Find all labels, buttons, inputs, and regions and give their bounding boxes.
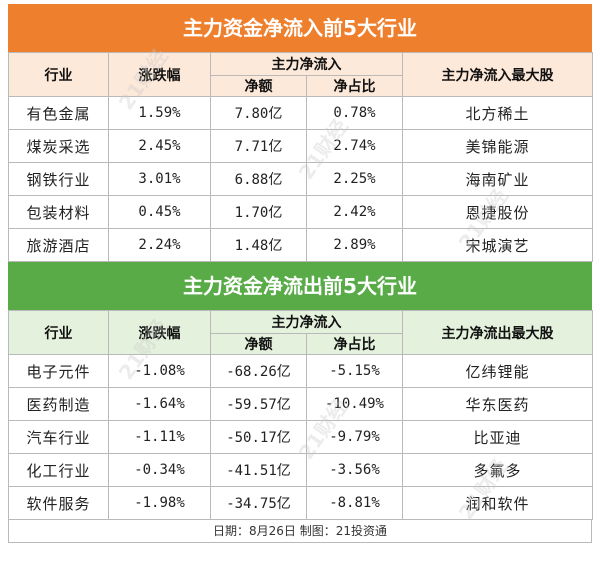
table-row: 有色金属 1.59% 7.80亿 0.78% 北方稀土 <box>8 96 593 130</box>
fund-flow-report: 主力资金净流入前5大行业 行业 涨跌幅 主力净流入 主力净流入最大股 净额 净占… <box>8 4 593 543</box>
net-ratio-cell: -10.49% <box>306 387 403 421</box>
change-cell: -1.08% <box>108 354 211 388</box>
table-row: 软件服务 -1.98% -34.75亿 -8.81% 润和软件 <box>8 486 593 520</box>
sector-cell: 包装材料 <box>8 195 109 229</box>
header-top-stock: 主力净流入最大股 <box>402 52 593 97</box>
table-row: 钢铁行业 3.01% 6.88亿 2.25% 海南矿业 <box>8 162 593 196</box>
net-ratio-cell: -5.15% <box>306 354 403 388</box>
table-row: 化工行业 -0.34% -41.51亿 -3.56% 多氟多 <box>8 453 593 487</box>
sector-cell: 煤炭采选 <box>8 129 109 163</box>
table-row: 医药制造 -1.64% -59.57亿 -10.49% 华东医药 <box>8 387 593 421</box>
net-ratio-cell: -9.79% <box>306 420 403 454</box>
change-cell: 2.24% <box>108 228 211 262</box>
net-amount-cell: 1.70亿 <box>210 195 307 229</box>
outflow-title: 主力资金净流出前5大行业 <box>8 262 592 310</box>
table-row: 旅游酒店 2.24% 1.48亿 2.89% 宋城演艺 <box>8 228 593 262</box>
net-amount-cell: 7.80亿 <box>210 96 307 130</box>
sector-cell: 电子元件 <box>8 354 109 388</box>
header-top-stock: 主力净流出最大股 <box>402 310 593 355</box>
net-amount-cell: 1.48亿 <box>210 228 307 262</box>
net-amount-cell: -50.17亿 <box>210 420 307 454</box>
outflow-table: 行业 涨跌幅 主力净流入 主力净流出最大股 净额 净占比 电子元件 -1.08%… <box>8 310 593 520</box>
top-stock-cell: 比亚迪 <box>402 420 593 454</box>
header-main-flow: 主力净流入 <box>210 52 403 76</box>
change-cell: -1.64% <box>108 387 211 421</box>
sector-cell: 软件服务 <box>8 486 109 520</box>
change-cell: -0.34% <box>108 453 211 487</box>
net-ratio-cell: 2.25% <box>306 162 403 196</box>
inflow-title: 主力资金净流入前5大行业 <box>8 4 592 52</box>
top-stock-cell: 润和软件 <box>402 486 593 520</box>
top-stock-cell: 美锦能源 <box>402 129 593 163</box>
change-cell: -1.11% <box>108 420 211 454</box>
header-change: 涨跌幅 <box>108 52 211 97</box>
net-amount-cell: -34.75亿 <box>210 486 307 520</box>
top-stock-cell: 宋城演艺 <box>402 228 593 262</box>
change-cell: -1.98% <box>108 486 211 520</box>
header-net-amount: 净额 <box>210 333 307 355</box>
top-stock-cell: 多氟多 <box>402 453 593 487</box>
table-row: 汽车行业 -1.11% -50.17亿 -9.79% 比亚迪 <box>8 420 593 454</box>
header-change: 涨跌幅 <box>108 310 211 355</box>
change-cell: 3.01% <box>108 162 211 196</box>
net-amount-cell: 6.88亿 <box>210 162 307 196</box>
header-sector: 行业 <box>8 310 109 355</box>
net-ratio-cell: -8.81% <box>306 486 403 520</box>
net-ratio-cell: 2.74% <box>306 129 403 163</box>
net-ratio-cell: -3.56% <box>306 453 403 487</box>
header-sector: 行业 <box>8 52 109 97</box>
net-amount-cell: 7.71亿 <box>210 129 307 163</box>
top-stock-cell: 华东医药 <box>402 387 593 421</box>
table-row: 煤炭采选 2.45% 7.71亿 2.74% 美锦能源 <box>8 129 593 163</box>
sector-cell: 医药制造 <box>8 387 109 421</box>
top-stock-cell: 海南矿业 <box>402 162 593 196</box>
net-ratio-cell: 2.42% <box>306 195 403 229</box>
table-row: 包装材料 0.45% 1.70亿 2.42% 恩捷股份 <box>8 195 593 229</box>
inflow-table: 行业 涨跌幅 主力净流入 主力净流入最大股 净额 净占比 有色金属 1.59% … <box>8 52 593 262</box>
sector-cell: 汽车行业 <box>8 420 109 454</box>
net-ratio-cell: 0.78% <box>306 96 403 130</box>
net-ratio-cell: 2.89% <box>306 228 403 262</box>
top-stock-cell: 北方稀土 <box>402 96 593 130</box>
net-amount-cell: -59.57亿 <box>210 387 307 421</box>
change-cell: 2.45% <box>108 129 211 163</box>
header-net-ratio: 净占比 <box>306 75 403 97</box>
sector-cell: 钢铁行业 <box>8 162 109 196</box>
net-amount-cell: -41.51亿 <box>210 453 307 487</box>
source-footer: 日期：8月26日 制图：21投资通 <box>8 520 592 543</box>
change-cell: 1.59% <box>108 96 211 130</box>
net-amount-cell: -68.26亿 <box>210 354 307 388</box>
header-net-amount: 净额 <box>210 75 307 97</box>
header-main-flow: 主力净流入 <box>210 310 403 334</box>
header-net-ratio: 净占比 <box>306 333 403 355</box>
change-cell: 0.45% <box>108 195 211 229</box>
sector-cell: 有色金属 <box>8 96 109 130</box>
sector-cell: 旅游酒店 <box>8 228 109 262</box>
top-stock-cell: 恩捷股份 <box>402 195 593 229</box>
sector-cell: 化工行业 <box>8 453 109 487</box>
top-stock-cell: 亿纬锂能 <box>402 354 593 388</box>
table-row: 电子元件 -1.08% -68.26亿 -5.15% 亿纬锂能 <box>8 354 593 388</box>
